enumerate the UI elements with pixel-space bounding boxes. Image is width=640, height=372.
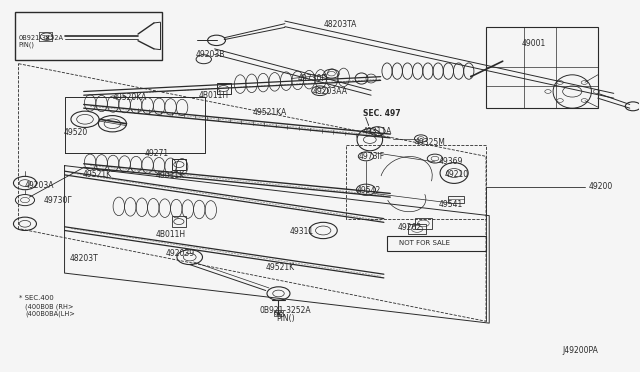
Text: 49369: 49369: [438, 157, 463, 166]
Text: 49325M: 49325M: [415, 138, 445, 147]
Text: 4973ΙF: 4973ΙF: [358, 152, 385, 161]
Text: 49311A: 49311A: [363, 126, 392, 136]
Bar: [408, 224, 426, 234]
Text: 49542: 49542: [357, 186, 381, 195]
Text: 49200: 49200: [588, 182, 612, 191]
Text: 49730Γ: 49730Γ: [44, 196, 73, 205]
Text: 49521K: 49521K: [83, 170, 111, 179]
Text: * SEC.400: * SEC.400: [19, 295, 53, 301]
Text: 49521KA: 49521KA: [253, 108, 287, 117]
Text: 49001: 49001: [521, 39, 545, 48]
Text: 49311: 49311: [290, 227, 314, 236]
Text: 49210: 49210: [445, 170, 468, 179]
Text: 0B921-3252A: 0B921-3252A: [19, 35, 63, 41]
Text: 4B011H: 4B011H: [156, 230, 186, 240]
Text: 49011K: 49011K: [156, 171, 185, 180]
Text: 492039: 492039: [166, 249, 195, 258]
Text: 49271: 49271: [145, 149, 168, 158]
Bar: [448, 196, 464, 203]
Bar: [415, 218, 433, 229]
Text: 48203TA: 48203TA: [323, 20, 356, 29]
Text: NOT FOR SALE: NOT FOR SALE: [399, 240, 450, 246]
Text: 49520: 49520: [63, 128, 88, 137]
Text: (400B0B (RH>: (400B0B (RH>: [25, 303, 74, 310]
Bar: [216, 83, 230, 94]
Text: 49520KA: 49520KA: [113, 93, 147, 102]
Text: 49521K: 49521K: [266, 263, 295, 272]
Text: 49203A: 49203A: [25, 181, 54, 190]
Bar: [486, 27, 598, 108]
Text: PIN(): PIN(): [276, 314, 295, 323]
Bar: [387, 236, 486, 251]
Text: 0B921-3252A: 0B921-3252A: [259, 306, 311, 315]
Text: (400B0BA(LH>: (400B0BA(LH>: [25, 311, 75, 317]
Bar: [172, 159, 186, 170]
Text: 49262: 49262: [398, 223, 422, 232]
Text: 49541: 49541: [438, 200, 462, 209]
Text: 48203T: 48203T: [70, 254, 99, 263]
Text: J49200PA: J49200PA: [563, 346, 598, 355]
Text: SEC. 497: SEC. 497: [363, 109, 401, 118]
Bar: [15, 12, 162, 60]
Text: 4B011H: 4B011H: [198, 91, 228, 100]
Text: 49203AA: 49203AA: [312, 87, 348, 96]
Text: PIN(): PIN(): [19, 42, 35, 48]
Bar: [274, 310, 283, 316]
Text: 49203B: 49203B: [195, 50, 225, 59]
Text: 49730Γ: 49730Γ: [298, 74, 326, 83]
Bar: [172, 217, 186, 227]
